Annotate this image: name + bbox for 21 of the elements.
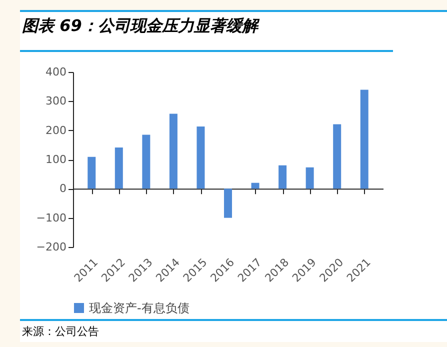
- y-tick-label: 400: [46, 66, 66, 78]
- bar: [251, 182, 260, 189]
- legend-label: 现金资产-有息负债: [89, 301, 190, 315]
- y-tick-label: −200: [36, 240, 66, 254]
- y-tick-label: 100: [46, 153, 66, 166]
- chart-title: 图表 69：公司现金压力显著缓解: [20, 10, 447, 50]
- y-tick-label: −100: [36, 211, 66, 224]
- bar: [114, 148, 123, 189]
- bar: [142, 134, 150, 189]
- bar: [360, 90, 368, 189]
- y-tick-label: 0: [60, 182, 66, 196]
- bar: [169, 114, 178, 189]
- bar: [196, 126, 205, 189]
- y-tick-label: 200: [46, 124, 66, 137]
- bar: [224, 188, 232, 218]
- source-note: 来源：公司公告: [20, 319, 447, 342]
- bar: [333, 124, 342, 189]
- bar: [306, 167, 314, 189]
- bar: [278, 165, 287, 189]
- bar: [88, 156, 96, 189]
- y-tick-label: 300: [46, 94, 66, 108]
